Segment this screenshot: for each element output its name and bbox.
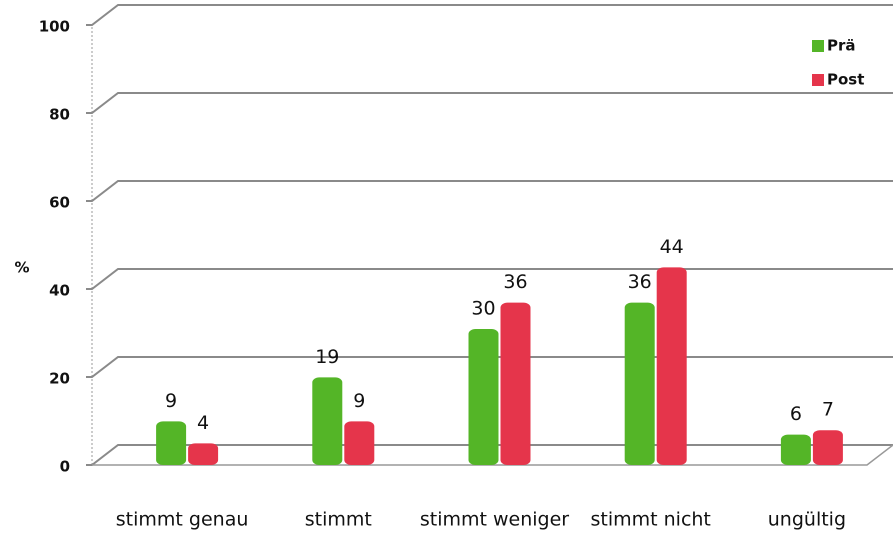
y-tick-label: 0 (60, 458, 70, 476)
legend-label: Post (827, 71, 864, 89)
grid-line (86, 180, 893, 202)
bar (188, 443, 219, 465)
value-label: 4 (197, 412, 209, 434)
value-label: 9 (353, 390, 365, 412)
grid-line (86, 4, 893, 26)
grid-line (86, 268, 893, 290)
x-tick-label: stimmt nicht (590, 509, 710, 531)
bar (344, 421, 375, 465)
y-tick-label: 20 (49, 370, 70, 388)
x-tick-label: stimmt weniger (420, 509, 569, 531)
y-axis-label: % (14, 259, 29, 277)
value-label: 36 (503, 271, 527, 293)
x-tick-label: stimmt genau (116, 509, 249, 531)
bar (780, 434, 811, 465)
legend-swatch (812, 40, 824, 52)
bar (156, 421, 187, 465)
bar (624, 302, 655, 465)
value-label: 44 (660, 236, 684, 258)
bar (468, 329, 499, 465)
bar (812, 430, 843, 465)
bar (312, 377, 343, 465)
value-label: 9 (165, 390, 177, 412)
legend-label: Prä (827, 37, 856, 55)
y-tick-label: 40 (49, 282, 70, 300)
value-label: 6 (790, 403, 802, 425)
x-tick-label: stimmt (305, 509, 372, 531)
value-label: 19 (315, 346, 339, 368)
value-label: 30 (471, 298, 495, 320)
value-label: 7 (822, 399, 834, 421)
y-tick-label: 80 (49, 106, 70, 124)
grid-line (86, 92, 893, 114)
floor (92, 444, 893, 466)
legend-swatch (812, 74, 824, 86)
y-tick-label: 100 (39, 18, 70, 36)
value-label: 36 (628, 271, 652, 293)
bar (500, 302, 531, 465)
y-tick-label: 60 (49, 194, 70, 212)
x-tick-label: ungültig (768, 509, 846, 531)
bar (656, 267, 687, 465)
